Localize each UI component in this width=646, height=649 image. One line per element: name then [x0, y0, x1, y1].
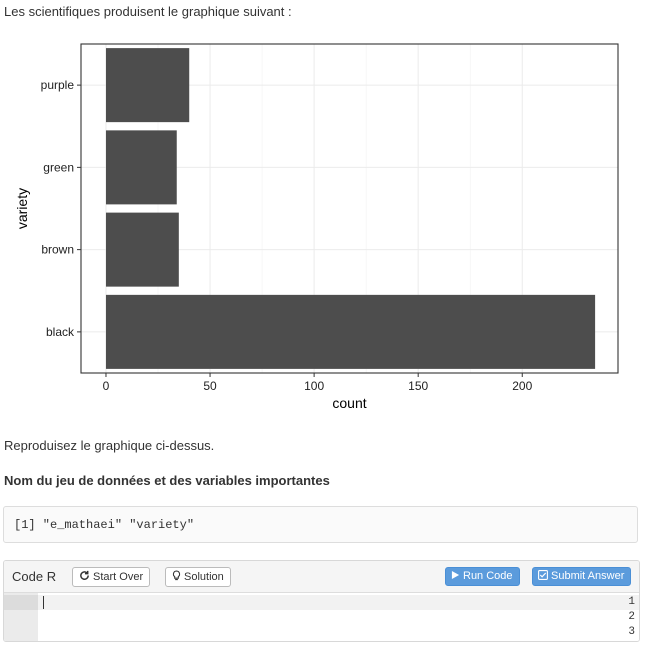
y-tick-label: brown	[41, 243, 74, 257]
section-heading: Nom du jeu de données et des variables i…	[4, 473, 330, 488]
y-tick-label: green	[43, 160, 74, 174]
y-tick-label: black	[46, 325, 75, 339]
x-axis-label: count	[332, 395, 366, 411]
x-tick-label: 150	[408, 379, 428, 393]
start-over-button[interactable]: Start Over	[72, 567, 151, 587]
active-line-gutter	[4, 595, 38, 610]
solution-label: Solution	[184, 571, 224, 583]
line-number: 3	[628, 626, 635, 638]
x-tick-label: 200	[512, 379, 532, 393]
refresh-icon	[80, 570, 89, 580]
x-tick-label: 0	[103, 379, 110, 393]
start-over-label: Start Over	[93, 571, 144, 583]
active-line-highlight	[38, 595, 639, 610]
reproduce-instruction: Reproduisez le graphique ci-dessus.	[4, 438, 215, 453]
x-tick-label: 100	[304, 379, 324, 393]
x-tick-label: 50	[203, 379, 217, 393]
lightbulb-icon	[172, 570, 181, 581]
bar-green	[105, 130, 177, 205]
panel-border	[80, 43, 619, 374]
bar-black	[105, 294, 596, 369]
submit-answer-label: Submit Answer	[551, 570, 625, 582]
y-tick-label: purple	[41, 78, 75, 92]
exercise-header: Code R Start Over Solution Run Code Subm…	[4, 561, 639, 593]
y-axis-label: variety	[14, 188, 30, 229]
code-output: [1] "e_mathaei" "variety"	[3, 506, 638, 543]
run-code-button[interactable]: Run Code	[445, 567, 520, 586]
exercise-title: Code R	[12, 569, 57, 584]
checkbox-icon	[538, 570, 548, 580]
code-exercise: Code R Start Over Solution Run Code Subm…	[3, 560, 640, 642]
submit-answer-button[interactable]: Submit Answer	[532, 567, 632, 586]
text-cursor	[43, 596, 44, 609]
line-number: 2	[628, 611, 635, 623]
code-editor[interactable]: 1 2 3	[4, 593, 639, 641]
play-icon	[451, 570, 460, 580]
solution-button[interactable]: Solution	[165, 567, 231, 587]
run-code-label: Run Code	[463, 570, 513, 582]
bar-purple	[105, 48, 190, 123]
line-number: 1	[628, 596, 635, 608]
intro-text: Les scientifiques produisent le graphiqu…	[4, 4, 292, 19]
bar-brown	[105, 212, 179, 287]
